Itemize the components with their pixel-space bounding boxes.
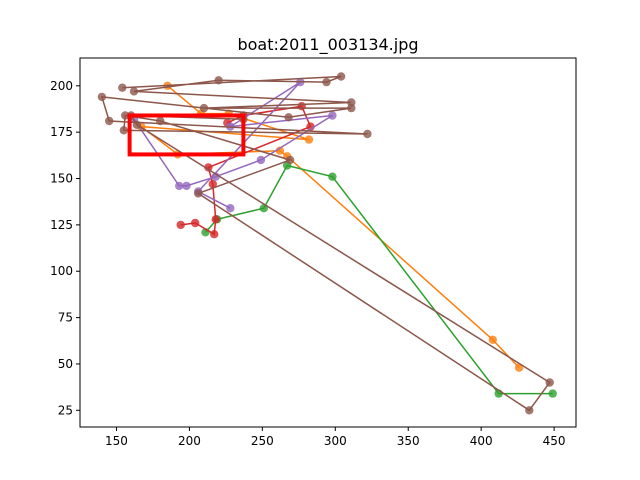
data-point (548, 389, 557, 398)
data-point (336, 72, 346, 81)
plot-frame (79, 57, 577, 428)
data-point (194, 189, 203, 198)
data-point (347, 103, 356, 113)
data-point (514, 363, 524, 372)
data-point (226, 204, 235, 213)
y-tick-label: 75 (58, 311, 73, 325)
series-line (100, 75, 551, 412)
bounding-box-layer (127, 113, 246, 157)
x-tick-label: 400 (470, 434, 493, 448)
data-point (328, 172, 337, 181)
x-tick-label: 350 (397, 434, 420, 448)
data-point (129, 87, 139, 96)
y-tick-label: 150 (50, 172, 73, 186)
data-point (284, 113, 293, 122)
data-point (156, 116, 165, 126)
y-tick-label: 50 (58, 357, 73, 371)
data-point (119, 126, 128, 135)
chart-title: boat:2011_003134.jpg (237, 35, 418, 55)
bounding-box (127, 113, 246, 157)
y-tick-label: 125 (50, 218, 73, 232)
y-tick-label: 200 (50, 79, 73, 93)
data-point (545, 378, 554, 387)
data-point (297, 102, 306, 111)
data-point (328, 111, 337, 120)
data-point (211, 215, 220, 224)
data-point (118, 83, 127, 92)
data-point (525, 406, 534, 415)
data-point (176, 220, 185, 230)
x-tick-label: 150 (105, 434, 128, 448)
x-axis: 150 200 250 300 350 400 450 (105, 427, 566, 448)
data-point (285, 155, 295, 165)
data-point (182, 181, 191, 191)
data-point (97, 92, 107, 102)
data-point (322, 77, 331, 87)
y-tick-label: 175 (50, 125, 73, 139)
x-tick-label: 300 (324, 434, 347, 448)
x-tick-label: 450 (543, 434, 566, 448)
data-point (204, 163, 213, 172)
data-point (175, 181, 184, 191)
x-tick-label: 200 (178, 434, 201, 448)
data-point (256, 155, 266, 165)
data-point (121, 111, 130, 120)
data-point (488, 335, 497, 344)
series-3 (129, 77, 337, 213)
y-tick-label: 100 (50, 264, 73, 278)
data-point (363, 129, 372, 139)
plot-area (80, 58, 576, 427)
data-point (191, 218, 200, 228)
data-point (208, 179, 217, 189)
y-axis: 25 50 75 100 125 150 175 200 (50, 79, 80, 417)
data-point (199, 103, 209, 113)
data-point (214, 76, 223, 85)
data-point (105, 116, 114, 126)
y-tick-label: 25 (58, 403, 73, 417)
x-tick-label: 250 (251, 434, 274, 448)
data-point (304, 135, 314, 144)
data-point (210, 230, 219, 239)
data-point (132, 120, 142, 129)
